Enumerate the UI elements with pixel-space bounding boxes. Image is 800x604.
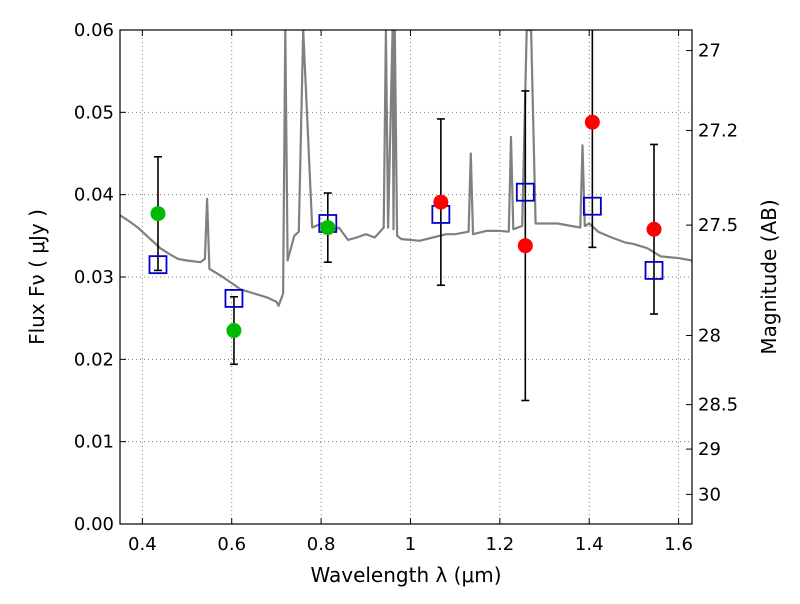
x-tick-label: 1.2 (486, 534, 515, 555)
y2-axis: 27 27.2 27.5 28 28.5 29 30 (686, 41, 738, 505)
red-data-point (517, 238, 533, 254)
x-tick-label: 0.8 (307, 534, 336, 555)
x-axis: 0.4 0.6 0.8 1 1.2 1.4 1.6 (128, 30, 693, 555)
y-axis-label: Flux Fν ( μJy ) (25, 209, 49, 345)
red-data-point (433, 194, 449, 210)
y-tick-label: 0.03 (74, 267, 114, 288)
model-photometry-square (148, 255, 168, 275)
green-data-point (226, 323, 242, 339)
y2-tick-label: 28 (698, 325, 721, 346)
x-tick-label: 1.4 (575, 534, 604, 555)
red-data-point (646, 221, 662, 237)
axes-frame (119, 29, 693, 525)
plot-area (120, 30, 692, 402)
y-tick-label: 0.02 (74, 349, 114, 370)
y2-tick-label: 27.5 (698, 215, 738, 236)
y2-tick-label: 28.5 (698, 395, 738, 416)
y-axis: 0.00 0.01 0.02 0.03 0.04 0.05 0.06 (74, 20, 126, 535)
y-tick-label: 0.06 (74, 20, 114, 41)
model-photometry-square (644, 261, 664, 280)
y2-tick-label: 27.2 (698, 120, 738, 141)
green-data-point (320, 220, 336, 236)
x-tick-label: 0.4 (128, 534, 157, 555)
green-data-point (150, 206, 166, 222)
red-data-point (584, 114, 600, 130)
y2-tick-label: 27 (698, 41, 721, 62)
y-tick-label: 0.00 (74, 514, 114, 535)
grid (120, 29, 692, 525)
y-tick-label: 0.05 (74, 102, 114, 123)
y2-axis-label: Magnitude (AB) (757, 199, 781, 354)
model-photometry-square (582, 196, 602, 216)
x-axis-label: Wavelength λ (μm) (310, 563, 501, 587)
y-tick-label: 0.01 (74, 432, 114, 453)
x-tick-label: 1 (405, 534, 416, 555)
model-photometry-square (224, 289, 244, 308)
y-tick-label: 0.04 (74, 185, 114, 206)
y2-tick-label: 29 (698, 439, 721, 460)
x-tick-label: 1.6 (664, 534, 693, 555)
x-tick-label: 0.6 (217, 534, 246, 555)
model-spectrum-line (120, 30, 692, 307)
y2-tick-label: 30 (698, 484, 721, 505)
model-photometry-square (515, 182, 535, 202)
